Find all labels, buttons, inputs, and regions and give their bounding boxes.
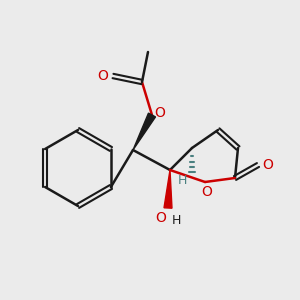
Text: O: O bbox=[98, 69, 108, 83]
Text: O: O bbox=[262, 158, 273, 172]
Text: H: H bbox=[171, 214, 181, 227]
Text: H: H bbox=[177, 175, 187, 188]
Text: O: O bbox=[154, 106, 165, 120]
Polygon shape bbox=[133, 113, 155, 150]
Text: O: O bbox=[156, 211, 167, 225]
Text: O: O bbox=[202, 185, 212, 199]
Polygon shape bbox=[164, 170, 172, 208]
